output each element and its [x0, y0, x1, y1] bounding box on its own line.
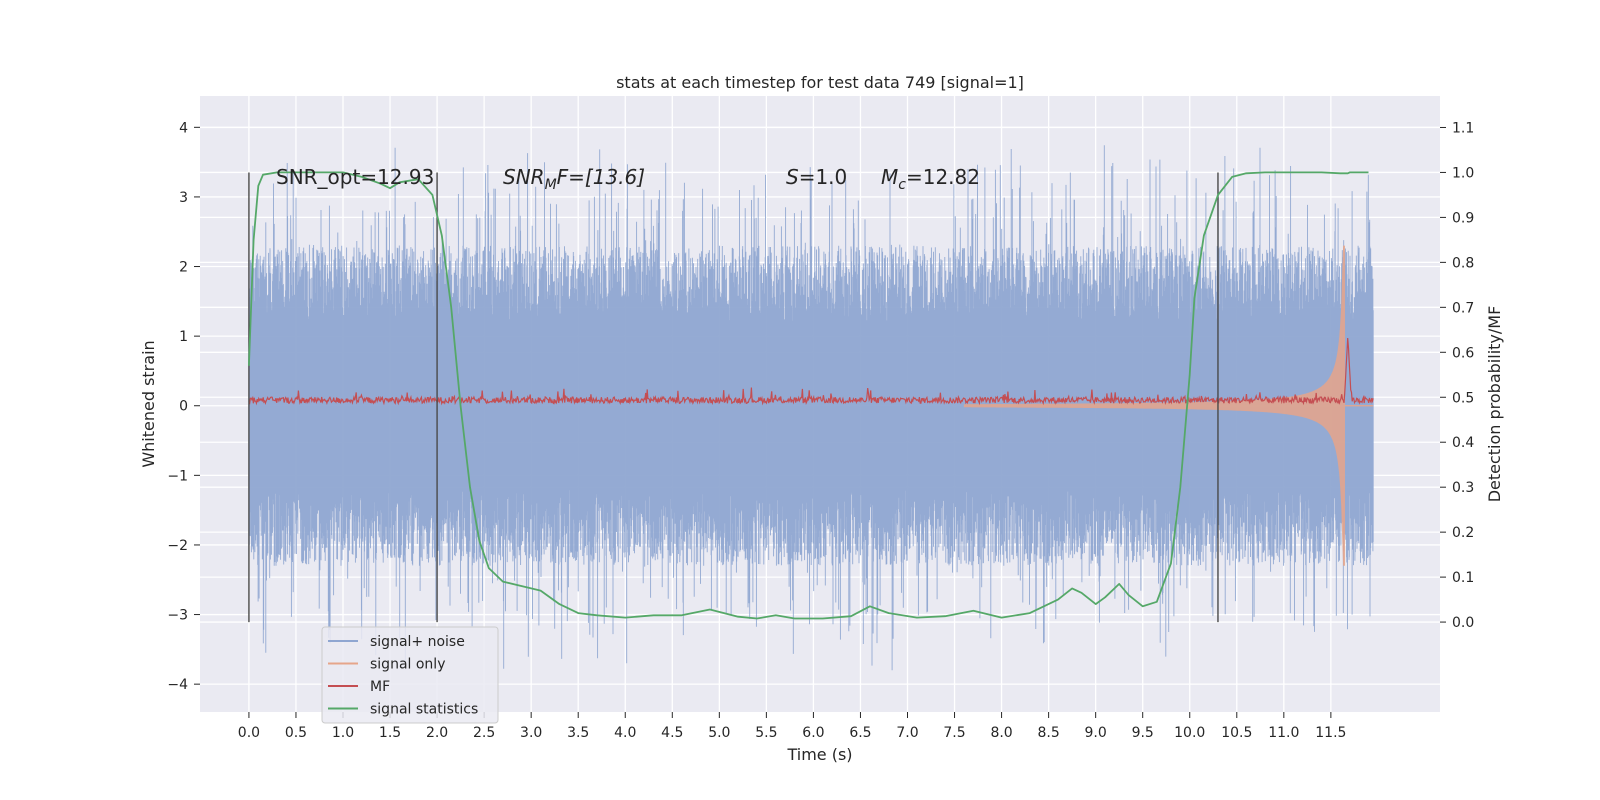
- x-tick-label: 0.5: [285, 725, 307, 741]
- chart-title: stats at each timestep for test data 749…: [616, 73, 1024, 92]
- y2-tick-label: 0.5: [1452, 390, 1474, 406]
- x-tick-label: 1.0: [332, 725, 354, 741]
- mc-name: M: [881, 165, 898, 189]
- y2-tick-label: 1.0: [1452, 165, 1474, 181]
- y2-tick-label: 0.4: [1452, 435, 1474, 451]
- y-axis-label: Whitened strain: [139, 340, 158, 467]
- y2-tick-label: 0.8: [1452, 255, 1474, 271]
- y2-axis-label: Detection probability/MF: [1485, 306, 1504, 503]
- x-tick-label: 3.0: [520, 725, 542, 741]
- series-mf: [248, 337, 1374, 406]
- x-tick-label: 6.0: [802, 725, 824, 741]
- detection-markers: [248, 172, 1219, 623]
- x-tick-label: 6.5: [849, 725, 871, 741]
- y-tick-label: 0: [179, 399, 188, 415]
- x-axis-label: Time (s): [786, 745, 852, 764]
- y2-tick-label: 0.2: [1452, 525, 1474, 541]
- legend-frame: [321, 626, 499, 724]
- s-rest: =1.0: [799, 165, 848, 189]
- x-tick-label: 5.0: [708, 725, 730, 741]
- series-signal-only: [963, 245, 1374, 566]
- x-tick-label: 7.0: [896, 725, 918, 741]
- legend-label: signal only: [370, 657, 445, 673]
- mc-rest: =12.82: [906, 165, 980, 189]
- y2-tick-label: 0.9: [1452, 210, 1474, 226]
- y-tick-label: 2: [179, 260, 188, 276]
- y-axis-right: 1.1 1.0 0.9 0.8 0.7 0.6 0.5 0.4 0.3 0.2 0.1 0.0: [1440, 120, 1474, 631]
- x-tick-label: 1.5: [379, 725, 401, 741]
- x-tick-label: 9.0: [1085, 725, 1107, 741]
- x-tick-label: 7.5: [943, 725, 965, 741]
- y-axis-left: 4 3 2 1 0 −1 −2 −3 −4: [167, 120, 200, 693]
- x-tick-label: 4.5: [661, 725, 683, 741]
- x-tick-label: 10.5: [1221, 725, 1252, 741]
- annotation-s: S=1.0: [786, 165, 847, 189]
- y-tick-label: 3: [179, 190, 188, 206]
- x-tick-label: 8.5: [1037, 725, 1059, 741]
- y-tick-label: 4: [179, 120, 188, 136]
- x-tick-label: 4.0: [614, 725, 636, 741]
- y2-tick-label: 0.3: [1452, 480, 1474, 496]
- signal-statistics-line: [248, 171, 1369, 620]
- x-axis: 0.0 0.5 1.0 1.5 2.0 2.5 3.0 3.5 4.0 4.5 5.0 5.5 6.0 6…: [238, 712, 1346, 741]
- legend-label: signal statistics: [370, 702, 478, 718]
- y-tick-label: −3: [167, 608, 188, 624]
- s-name: S: [786, 165, 799, 189]
- x-tick-label: 8.0: [990, 725, 1012, 741]
- x-tick-label: 2.0: [426, 725, 448, 741]
- y2-tick-label: 0.1: [1452, 570, 1474, 586]
- legend-label: signal+ noise: [370, 634, 465, 650]
- snr-mf-rest: F=[13.6]: [557, 165, 645, 189]
- x-tick-label: 10.0: [1174, 725, 1205, 741]
- y-tick-label: −1: [167, 468, 188, 484]
- y-tick-label: 1: [179, 329, 188, 345]
- x-tick-label: 2.5: [473, 725, 495, 741]
- x-tick-label: 0.0: [238, 725, 260, 741]
- y2-tick-label: 0.7: [1452, 300, 1474, 316]
- signal-only-envelope: [963, 245, 1345, 566]
- x-tick-label: 11.5: [1315, 725, 1346, 741]
- legend-label: MF: [370, 679, 390, 695]
- y2-tick-label: 0.6: [1452, 345, 1474, 361]
- y2-tick-label: 1.1: [1452, 120, 1474, 136]
- x-tick-label: 9.5: [1132, 725, 1154, 741]
- y-tick-label: −4: [167, 677, 188, 693]
- series-signal-statistics: [248, 171, 1369, 620]
- x-tick-label: 5.5: [755, 725, 777, 741]
- annotation-snr-mf: SNRMF=[13.6]: [503, 165, 645, 193]
- annotation-mc: Mc=12.82: [881, 165, 980, 193]
- y-tick-label: −2: [167, 538, 188, 554]
- mc-sub: c: [898, 177, 906, 193]
- y2-tick-label: 0.0: [1452, 615, 1474, 631]
- legend: signal+ noise signal only MF signal statist…: [321, 626, 499, 724]
- annotation-snr-opt: SNR_opt=12.93: [276, 165, 434, 189]
- mf-line: [248, 337, 1374, 406]
- x-tick-label: 11.0: [1268, 725, 1299, 741]
- snr-mf-sub: M: [545, 177, 557, 193]
- snr-mf-name: SNR: [503, 165, 545, 189]
- x-tick-label: 3.5: [567, 725, 589, 741]
